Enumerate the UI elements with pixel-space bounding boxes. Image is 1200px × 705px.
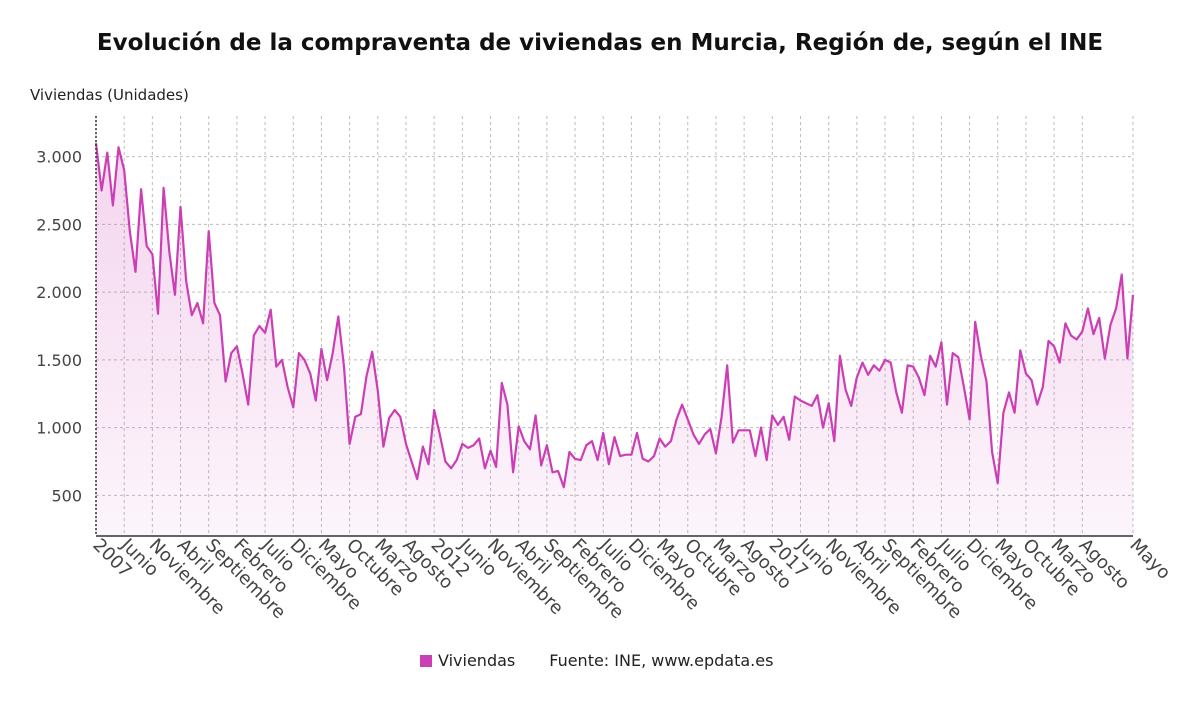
y-tick-label: 2.500 [36,215,82,234]
y-tick-label: 1.000 [36,419,82,438]
source-note: Fuente: INE, www.epdata.es [549,651,774,670]
legend-series-name: Viviendas [438,651,516,670]
y-tick-label: 500 [51,486,82,505]
series-fill [96,143,1133,536]
y-tick-label: 1.500 [36,351,82,370]
chart-title: Evolución de la compraventa de viviendas… [96,30,1104,56]
y-tick-label: 2.000 [36,283,82,302]
y-tick-labels: 500 1.000 1.500 2.000 2.500 3.000 [36,148,82,506]
series-area [94,142,1135,536]
x-tick-label: Mayo [1125,535,1174,584]
axes [95,116,1133,537]
y-tick-label: 3.000 [36,148,82,167]
legend: Viviendas Fuente: INE, www.epdata.es [420,651,773,670]
x-tick-labels: 2007JunioNoviembreAbrilSeptiembreFebrero… [88,534,1174,623]
y-axis-label: Viviendas (Unidades) [30,86,189,104]
series-line [94,142,1135,489]
legend-swatch [420,654,432,667]
